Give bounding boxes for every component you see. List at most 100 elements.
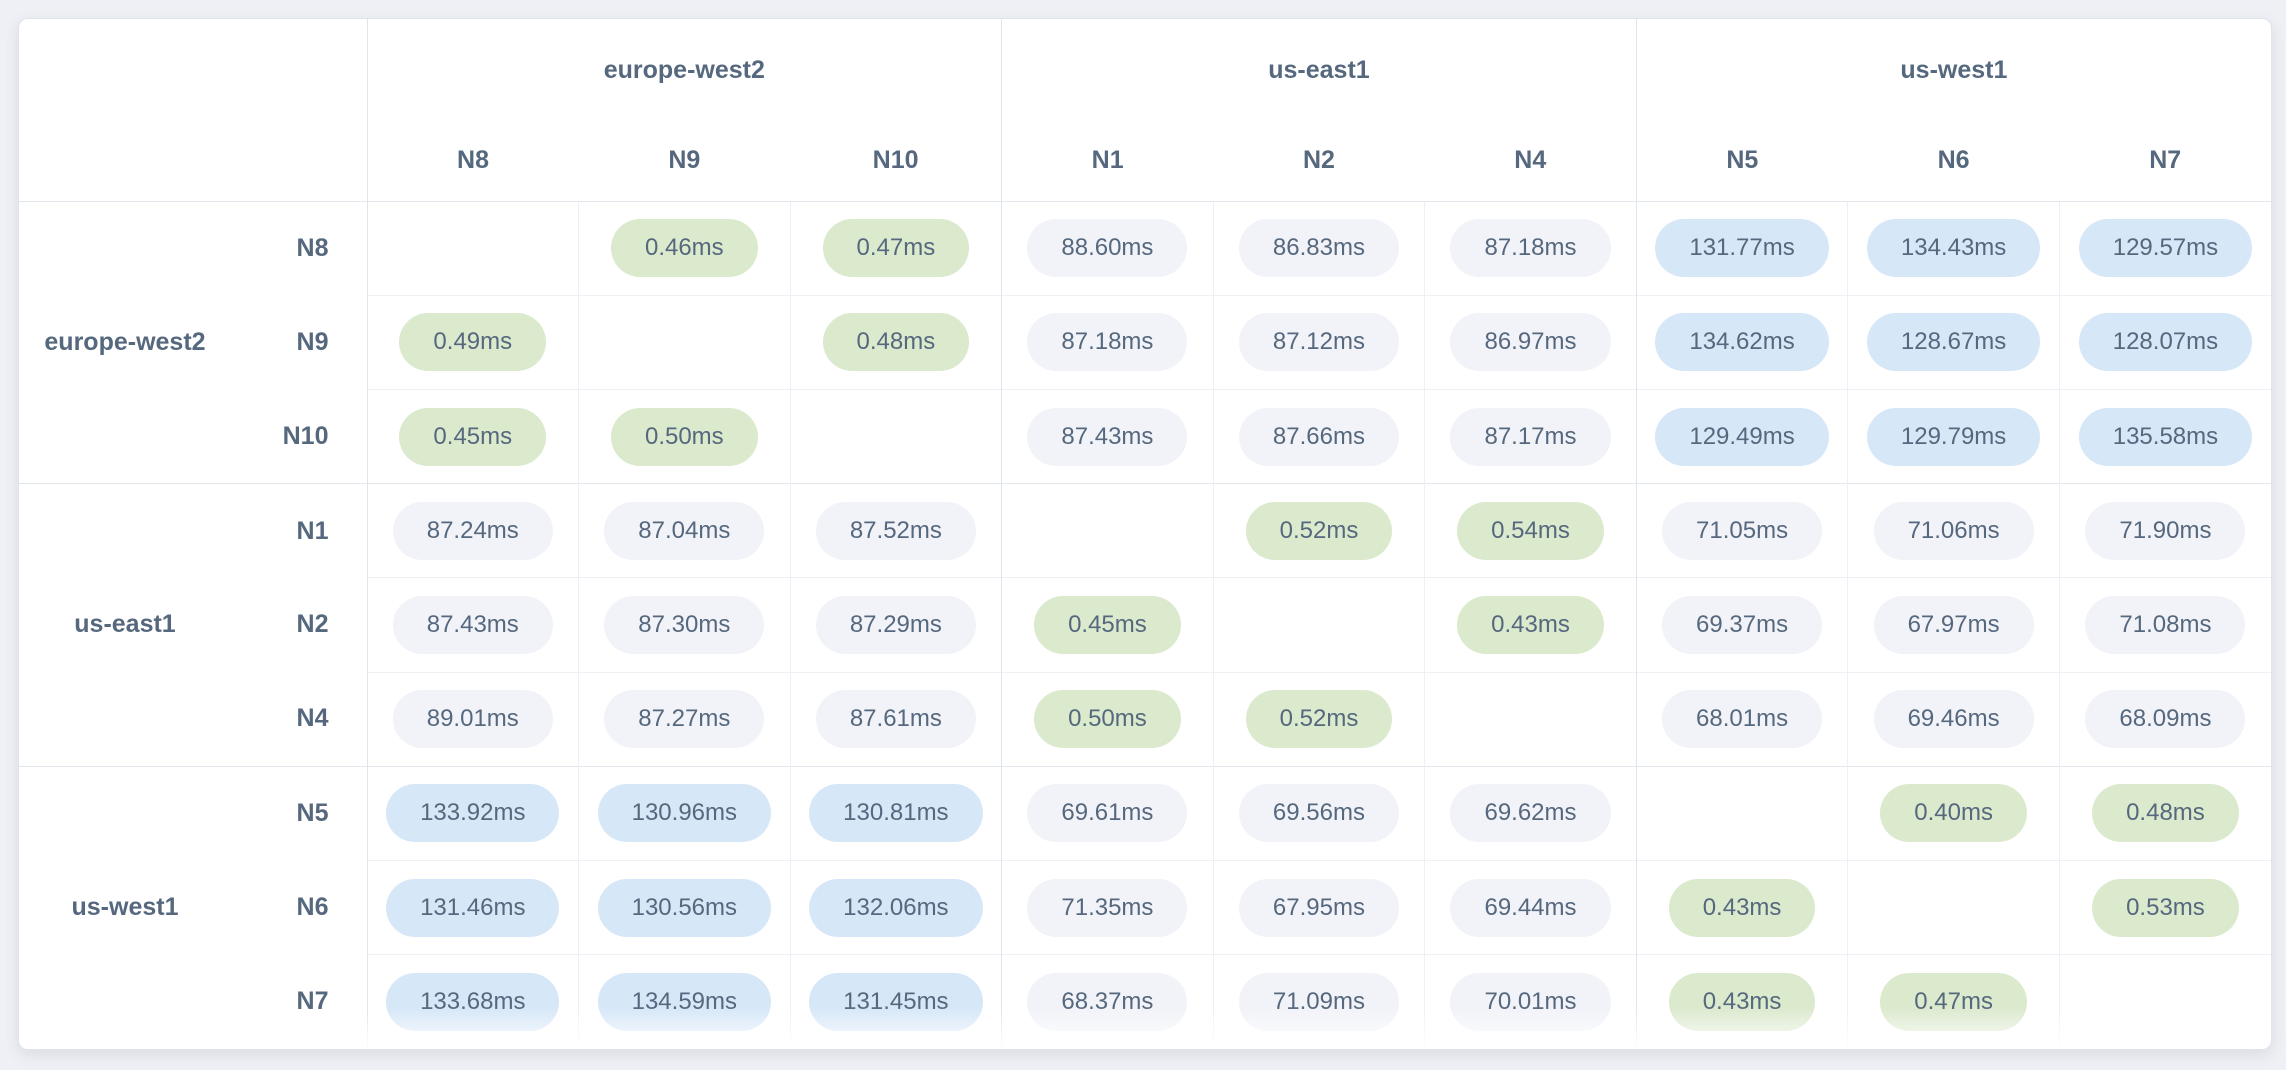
- latency-pill-N2-N6: 67.97ms: [1873, 595, 2034, 654]
- latency-cell-N4-N8: 89.01ms: [366, 671, 579, 767]
- latency-cell-N6-N10: 132.06ms: [789, 860, 1002, 955]
- latency-pill-N2-N10: 87.29ms: [815, 595, 976, 654]
- latency-cell-N4-N1: 0.50ms: [1001, 671, 1214, 767]
- latency-pill-N6-N7: 0.53ms: [2092, 878, 2239, 937]
- latency-cell-N6-N1: 71.35ms: [1001, 860, 1214, 955]
- latency-pill-N7-N5: 0.43ms: [1668, 973, 1816, 1032]
- latency-cell-N1-N8: 87.24ms: [366, 483, 579, 578]
- corner-cell: [19, 19, 368, 202]
- latency-pill-N8-N10: 0.47ms: [822, 219, 970, 278]
- latency-cell-N5-N10: 130.81ms: [789, 765, 1002, 861]
- latency-cell-N4-N6: 69.46ms: [1847, 671, 2060, 767]
- matrix-row-N1: us-east1 N1 87.24ms 87.04ms 87.52ms 0.52ms 0.5…: [19, 483, 2271, 767]
- node-column-header-N8: N8: [366, 121, 579, 202]
- self-cell-N4: [1424, 671, 1637, 767]
- latency-cell-N2-N8: 87.43ms: [366, 577, 579, 673]
- node-row-label-N7: N7: [296, 987, 329, 1016]
- latency-pill-N1-N10: 87.52ms: [815, 501, 976, 560]
- latency-pill-N9-N7: 128.07ms: [2078, 313, 2253, 372]
- latency-cell-N8-N10: 0.47ms: [789, 201, 1002, 296]
- latency-pill-N5-N4: 69.62ms: [1450, 784, 1611, 843]
- self-cell-N10: [789, 388, 1002, 484]
- latency-pill-N8-N9: 0.46ms: [610, 219, 758, 278]
- latency-pill-N7-N8: 133.68ms: [386, 973, 560, 1032]
- latency-cell-N1-N2: 0.52ms: [1212, 483, 1425, 578]
- latency-pill-N7-N2: 71.09ms: [1238, 973, 1399, 1032]
- latency-cell-N10-N7: 135.58ms: [2058, 388, 2271, 484]
- node-row-label-N8: N8: [296, 233, 329, 262]
- latency-pill-N1-N5: 71.05ms: [1662, 501, 1823, 560]
- latency-cell-N10-N6: 129.79ms: [1847, 388, 2060, 484]
- latency-cell-N5-N6: 0.40ms: [1847, 765, 2060, 861]
- matrix-row-N7: N7 133.68ms 134.59ms 131.45ms 68.37ms 71.09ms…: [19, 954, 2271, 1049]
- region-row-label-us-west1: us-west1: [19, 765, 231, 1049]
- node-column-header-N6: N6: [1847, 121, 2060, 202]
- latency-pill-N4-N7: 68.09ms: [2085, 690, 2246, 749]
- latency-pill-N9-N2: 87.12ms: [1238, 313, 1399, 372]
- region-column-header-europe-west2: europe-west2: [366, 19, 1002, 121]
- latency-pill-N2-N5: 69.37ms: [1662, 595, 1823, 654]
- latency-pill-N9-N5: 134.62ms: [1655, 313, 1829, 372]
- latency-cell-N2-N10: 87.29ms: [789, 577, 1002, 673]
- latency-cell-N10-N8: 0.45ms: [366, 388, 579, 484]
- latency-cell-N4-N7: 68.09ms: [2058, 671, 2271, 767]
- latency-cell-N10-N4: 87.17ms: [1424, 388, 1637, 484]
- latency-pill-N10-N8: 0.45ms: [399, 407, 547, 466]
- node-row-label-N6: N6: [296, 893, 329, 922]
- node-row-label-N5: N5: [231, 765, 367, 861]
- latency-matrix-card: europe-west2 us-east1 us-west1 N8 N9 N10 N1 N2 N…: [18, 18, 2272, 1050]
- latency-pill-N2-N9: 87.30ms: [604, 595, 765, 654]
- latency-pill-N1-N4: 0.54ms: [1457, 501, 1604, 560]
- latency-pill-N4-N5: 68.01ms: [1662, 690, 1823, 749]
- latency-pill-N6-N9: 130.56ms: [597, 878, 772, 937]
- self-cell-N6: [1847, 860, 2060, 955]
- latency-pill-N6-N2: 67.95ms: [1238, 878, 1399, 937]
- latency-cell-N8-N9: 0.46ms: [578, 201, 791, 296]
- latency-pill-N4-N6: 69.46ms: [1873, 690, 2034, 749]
- node-row-label-N4: N4: [296, 704, 329, 733]
- node-row-label-N1: N1: [231, 483, 367, 578]
- latency-cell-N10-N1: 87.43ms: [1001, 388, 1214, 484]
- node-column-header-N4: N4: [1424, 121, 1637, 202]
- self-cell-N5: [1635, 765, 1848, 861]
- latency-pill-N2-N4: 0.43ms: [1457, 595, 1604, 654]
- latency-pill-N10-N6: 129.79ms: [1866, 407, 2041, 466]
- latency-cell-N10-N5: 129.49ms: [1635, 388, 1848, 484]
- latency-cell-N1-N9: 87.04ms: [578, 483, 791, 578]
- latency-pill-N1-N7: 71.90ms: [2085, 501, 2246, 560]
- node-column-header-N7: N7: [2059, 121, 2271, 202]
- node-column-header-N5: N5: [1635, 121, 1848, 202]
- latency-cell-N9-N4: 86.97ms: [1424, 294, 1637, 390]
- latency-cell-N2-N7: 71.08ms: [2058, 577, 2271, 673]
- region-row-label-europe-west2: europe-west2: [44, 327, 206, 356]
- latency-pill-N8-N2: 86.83ms: [1238, 219, 1399, 278]
- self-cell-N2: [1212, 577, 1425, 673]
- latency-pill-N5-N9: 130.96ms: [597, 784, 772, 843]
- latency-pill-N5-N8: 133.92ms: [386, 784, 560, 843]
- latency-cell-N7-N4: 70.01ms: [1424, 954, 1637, 1049]
- self-cell-N7: [2058, 954, 2271, 1049]
- latency-pill-N6-N5: 0.43ms: [1668, 878, 1816, 937]
- node-row-label-N2: N2: [296, 610, 329, 639]
- latency-cell-N8-N2: 86.83ms: [1212, 201, 1425, 296]
- latency-cell-N8-N7: 129.57ms: [2058, 201, 2271, 296]
- latency-cell-N1-N7: 71.90ms: [2058, 483, 2271, 578]
- latency-pill-N9-N1: 87.18ms: [1027, 313, 1188, 372]
- latency-pill-N6-N4: 69.44ms: [1450, 878, 1611, 937]
- node-column-header-N2: N2: [1213, 121, 1425, 202]
- latency-pill-N4-N2: 0.52ms: [1245, 690, 1393, 749]
- latency-cell-N5-N8: 133.92ms: [366, 765, 579, 861]
- latency-pill-N5-N1: 69.61ms: [1027, 784, 1188, 843]
- latency-cell-N9-N7: 128.07ms: [2058, 294, 2271, 390]
- latency-pill-N8-N4: 87.18ms: [1450, 219, 1611, 278]
- latency-pill-N6-N8: 131.46ms: [386, 878, 560, 937]
- matrix-row-N10: N10 0.45ms 0.50ms 87.43ms 87.66ms 87.17ms 129.…: [19, 388, 2271, 484]
- latency-pill-N2-N8: 87.43ms: [392, 595, 553, 654]
- latency-pill-N5-N6: 0.40ms: [1880, 784, 2027, 843]
- latency-cell-N9-N1: 87.18ms: [1001, 294, 1214, 390]
- matrix-row-N8: europe-west2 N8 0.46ms 0.47ms 88.60ms 86.83ms…: [19, 201, 2271, 356]
- latency-pill-N4-N1: 0.50ms: [1034, 690, 1181, 749]
- latency-cell-N1-N10: 87.52ms: [789, 483, 1002, 578]
- latency-pill-N7-N4: 70.01ms: [1450, 973, 1611, 1032]
- latency-cell-N7-N1: 68.37ms: [1001, 954, 1214, 1049]
